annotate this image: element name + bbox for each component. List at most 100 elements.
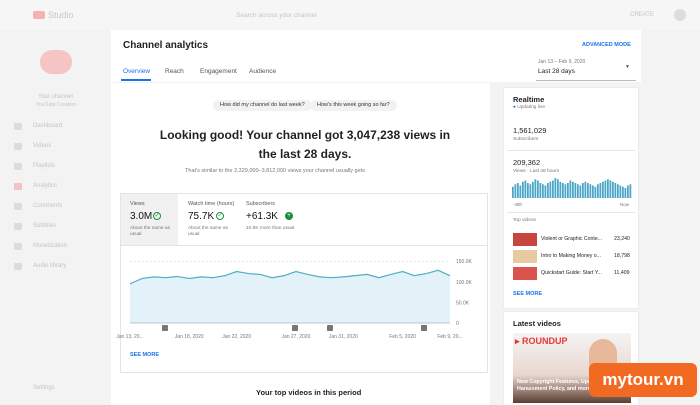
realtime-bar (562, 183, 564, 198)
metric-label[interactable]: Subscribers (246, 201, 276, 207)
x-tick-label: Jan 18, 2020 (175, 334, 204, 340)
x-tick-label: Feb 9, 20... (437, 334, 462, 340)
video-title[interactable]: Quickstart Guide: Start Y... (541, 270, 602, 276)
settings-item[interactable]: Settings (33, 385, 55, 391)
menu-item[interactable]: Subtitles (33, 223, 57, 229)
status-icon: ✓ (153, 212, 161, 220)
event-marker (327, 325, 333, 331)
realtime-bar (597, 184, 599, 198)
create-button[interactable]: CREATE (630, 12, 654, 18)
tab[interactable]: Overview (123, 68, 151, 75)
date-underline (536, 80, 636, 81)
thumb-text: ▸ ROUNDUP (515, 336, 568, 346)
realtime-bar (619, 185, 622, 198)
y-tick-label: 150.0K (456, 259, 473, 265)
realtime-bar (519, 185, 522, 198)
menu-item[interactable]: Playlists (33, 163, 56, 169)
period[interactable]: Last 28 days (538, 68, 575, 75)
realtime-bar (539, 183, 542, 198)
metric-note: About the same as usual (130, 226, 170, 237)
video-views: 18,798 (614, 253, 630, 259)
realtime-bar (607, 179, 609, 198)
metric-value[interactable]: +61.3K (246, 211, 278, 222)
menu-icon (14, 243, 22, 250)
menu-item[interactable]: Audio library (33, 263, 67, 269)
x-tick-label: Jan 13, 20... (116, 334, 144, 340)
y-tick-label: 50.0K (456, 300, 470, 306)
divider (507, 150, 635, 151)
realtime-bar (554, 178, 557, 198)
x-tick-label: Feb 5, 2020 (389, 334, 416, 340)
realtime-bar (517, 183, 519, 198)
see-more-link[interactable]: SEE MORE (130, 352, 160, 358)
menu-item[interactable]: Dashboard (33, 123, 63, 129)
realtime-bar (602, 181, 604, 198)
x-tick-label: Jan 27, 2020 (281, 334, 310, 340)
logo-text: Studio (48, 10, 74, 20)
question-chip[interactable]: How did my channel do last week? (213, 100, 312, 111)
question-chip[interactable]: How's this week going so far? (310, 100, 397, 111)
see-more-link[interactable]: SEE MORE (513, 291, 543, 297)
realtime-bar (542, 184, 544, 198)
watermark: mytour.vn (589, 363, 697, 397)
top-bar (0, 0, 700, 30)
menu-item[interactable]: Videos (33, 143, 52, 149)
realtime-bar (549, 181, 552, 198)
realtime-bar (587, 183, 589, 198)
realtime-bar (567, 183, 569, 198)
search-box[interactable]: Search across your channel (236, 12, 317, 19)
advanced-mode[interactable]: ADVANCED MODE (582, 42, 631, 48)
video-views: 11,409 (614, 270, 630, 276)
menu-item[interactable]: Comments (33, 203, 63, 209)
realtime-bar (617, 184, 619, 198)
metric-label[interactable]: Watch time (hours) (188, 201, 235, 207)
tab[interactable]: Audience (249, 68, 277, 75)
menu-item[interactable]: Monetization (33, 243, 68, 249)
realtime-bar (527, 183, 529, 198)
metric-label[interactable]: Views (130, 201, 145, 207)
realtime-bar (609, 180, 612, 198)
realtime-bar (512, 186, 514, 198)
line-area (130, 270, 450, 323)
menu-icon (14, 123, 22, 130)
realtime-bar (622, 186, 624, 198)
latest-title: Latest videos (513, 319, 561, 328)
metric-divider (120, 245, 488, 246)
realtime-bar (552, 180, 554, 198)
live-indicator: ● Updating live (513, 105, 545, 110)
realtime-bar (589, 184, 592, 198)
top-videos-label: Top videos (513, 218, 536, 223)
dropdown-arrow[interactable]: ▼ (625, 64, 630, 70)
realtime-bar (569, 180, 572, 198)
line-series (129, 269, 451, 285)
realtime-bar (529, 184, 532, 198)
video-title: New Copyright Features, Updated Harassme… (517, 379, 603, 392)
video-title[interactable]: Violent or Graphic Conte... (541, 236, 603, 242)
tab[interactable]: Reach (165, 68, 184, 75)
realtime-bar (584, 181, 587, 198)
date-range[interactable]: Jan 13 – Feb 9, 2020 (538, 59, 586, 65)
y-tick-label: 0 (456, 321, 459, 327)
realtime-bar (624, 188, 627, 198)
subscriber-label: Subscribers (513, 137, 539, 142)
realtime-bar (524, 180, 527, 198)
video-title[interactable]: Intro to Making Money o... (541, 253, 601, 259)
logo-icon (33, 11, 45, 19)
headline-sub: That's similar to the 2,329,000–3,812,00… (185, 168, 365, 174)
status-icon: ✓ (216, 212, 224, 220)
event-marker (292, 325, 298, 331)
menu-icon (14, 183, 22, 190)
realtime-bar (564, 184, 567, 198)
status-icon: + (285, 212, 293, 220)
avatar[interactable] (674, 9, 686, 21)
metric-value[interactable]: 75.7K (188, 211, 215, 222)
tab[interactable]: Engagement (200, 68, 237, 75)
metric-note: About the same as usual (188, 226, 228, 237)
menu-item[interactable]: Analytics (33, 183, 58, 189)
realtime-bar (547, 183, 549, 198)
subscriber-count: 1,561,029 (513, 126, 547, 135)
realtime-bar (604, 180, 607, 198)
metric-value[interactable]: 3.0M (130, 211, 153, 222)
metric-selected-bg (121, 194, 178, 245)
